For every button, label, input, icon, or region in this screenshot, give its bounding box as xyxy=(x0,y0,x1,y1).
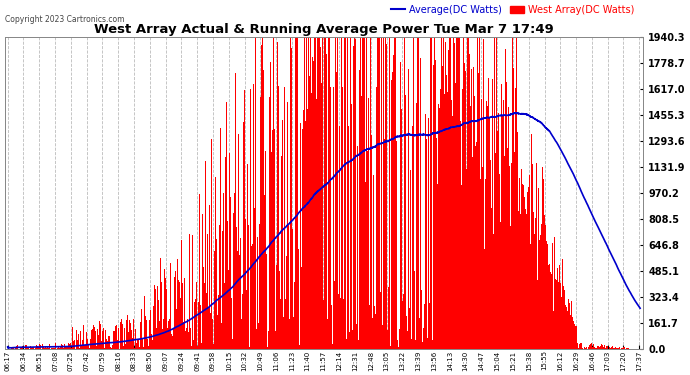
Text: Copyright 2023 Cartronics.com: Copyright 2023 Cartronics.com xyxy=(5,15,124,24)
Legend: Average(DC Watts), West Array(DC Watts): Average(DC Watts), West Array(DC Watts) xyxy=(386,1,638,19)
Title: West Array Actual & Running Average Power Tue Mar 7 17:49: West Array Actual & Running Average Powe… xyxy=(94,22,554,36)
